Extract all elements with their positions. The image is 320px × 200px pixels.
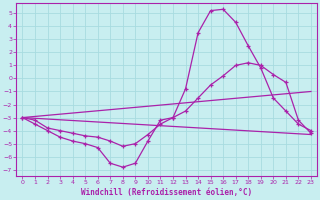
X-axis label: Windchill (Refroidissement éolien,°C): Windchill (Refroidissement éolien,°C) — [81, 188, 252, 197]
